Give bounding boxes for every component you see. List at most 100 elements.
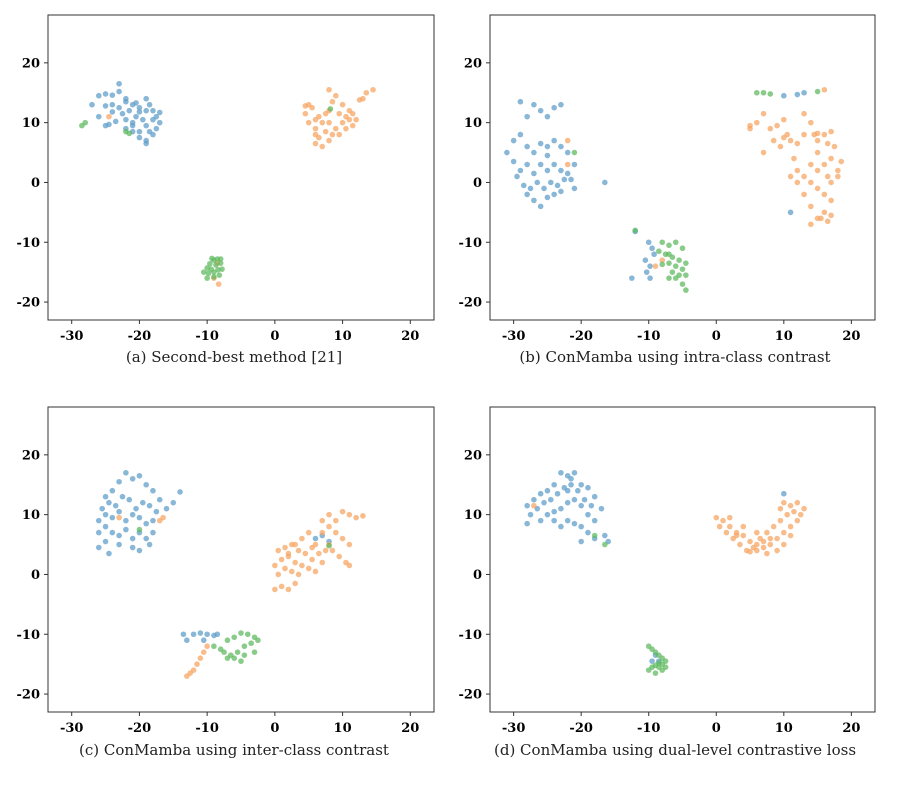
data-point [339, 119, 346, 126]
data-point [95, 517, 102, 524]
data-point [102, 538, 109, 545]
data-point [770, 137, 777, 144]
data-point [295, 547, 302, 554]
data-point [156, 119, 163, 126]
x-tick-label: 20 [842, 329, 860, 344]
data-point [353, 116, 359, 123]
data-point [659, 661, 666, 667]
data-point [787, 532, 794, 539]
data-point [285, 550, 292, 557]
data-point [95, 113, 102, 120]
data-point [558, 505, 564, 512]
data-point [119, 110, 126, 117]
data-point [150, 116, 156, 123]
data-point [136, 472, 143, 479]
data-point [184, 637, 190, 644]
data-point [564, 487, 571, 494]
data-point [136, 104, 143, 111]
data-point [517, 98, 524, 105]
subfigure-caption: (c) ConMamba using inter-class contrast [79, 741, 389, 759]
data-point [326, 511, 332, 518]
data-point [747, 125, 753, 132]
data-point [551, 191, 557, 198]
data-point [216, 272, 223, 278]
data-point [197, 630, 204, 636]
data-point [676, 257, 682, 263]
data-point [517, 167, 524, 174]
data-point [794, 167, 801, 174]
x-tick-label: 0 [270, 721, 279, 736]
data-point [814, 137, 821, 144]
data-point [215, 266, 221, 273]
x-tick-label: 10 [334, 329, 352, 344]
data-point [591, 517, 598, 524]
data-point [278, 556, 285, 563]
data-point [777, 517, 784, 524]
data-point [312, 125, 319, 132]
data-point [558, 188, 564, 195]
data-point [109, 101, 116, 108]
data-point [346, 562, 353, 569]
data-point [116, 514, 122, 521]
data-point [666, 275, 672, 281]
x-tick-label: -10 [195, 721, 219, 736]
data-point [346, 511, 353, 518]
data-point [136, 526, 143, 533]
data-point [760, 538, 767, 545]
data-point [781, 92, 787, 99]
x-tick-label: -10 [195, 329, 219, 344]
data-point [156, 496, 163, 503]
data-point [649, 658, 655, 664]
data-point [669, 269, 676, 275]
data-point [327, 106, 334, 112]
subfigure-caption: (b) ConMamba using intra-class contrast [519, 348, 831, 366]
data-point [554, 490, 561, 497]
data-point [544, 113, 551, 120]
data-point [645, 667, 652, 673]
subfigure-caption: (a) Second-best method [21] [125, 348, 343, 366]
data-point [558, 143, 564, 150]
data-point [787, 502, 794, 509]
data-point [106, 550, 112, 557]
data-point [129, 511, 136, 518]
data-point [319, 559, 326, 566]
data-point [146, 128, 153, 135]
data-point [204, 643, 210, 650]
data-point [537, 517, 544, 524]
x-tick-label: 0 [270, 329, 279, 344]
data-point [568, 475, 574, 482]
data-point [136, 547, 143, 554]
data-point [504, 149, 510, 156]
data-point [740, 523, 747, 530]
data-point [531, 502, 537, 509]
data-point [514, 173, 520, 180]
data-point [649, 245, 655, 252]
data-point [129, 119, 136, 126]
data-point [244, 631, 251, 638]
y-tick-label: 20 [22, 56, 40, 71]
data-point [109, 109, 116, 115]
data-point [129, 544, 136, 551]
data-point [558, 101, 564, 108]
data-point [544, 194, 551, 201]
data-point [794, 179, 801, 186]
data-point [602, 541, 608, 548]
data-point [346, 116, 353, 123]
data-point [326, 137, 332, 144]
data-point [106, 499, 112, 506]
data-point [602, 532, 608, 539]
data-point [683, 260, 689, 266]
axes-frame [489, 406, 876, 713]
data-point [275, 571, 282, 578]
data-point [747, 538, 753, 545]
data-point [238, 630, 244, 636]
data-point [647, 275, 653, 281]
data-point [163, 505, 170, 512]
data-point [329, 131, 336, 138]
data-point [581, 496, 588, 503]
x-tick-label: -30 [502, 721, 526, 736]
data-point [123, 526, 129, 533]
data-point [116, 80, 122, 87]
data-point [316, 550, 322, 557]
data-point [679, 245, 686, 252]
